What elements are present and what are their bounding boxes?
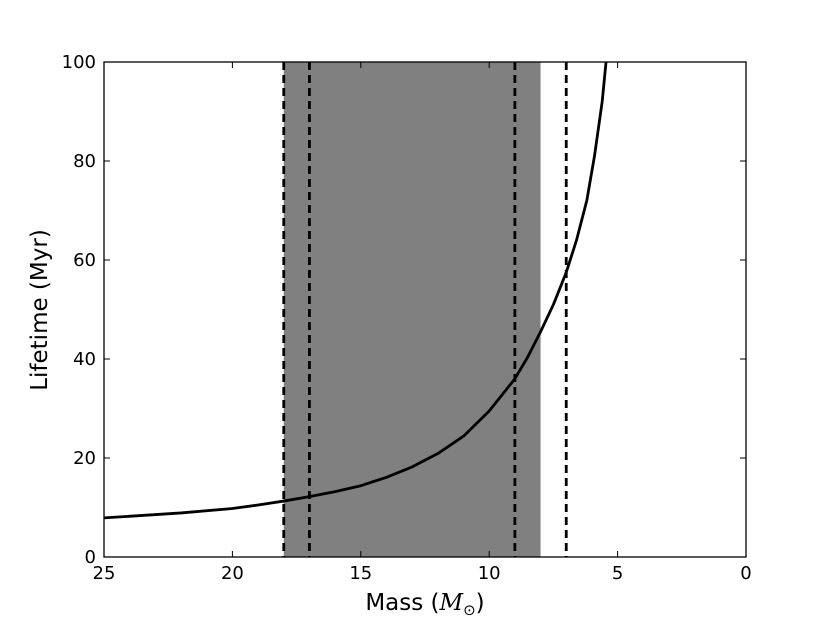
x-axis-label-subscript: ⊙ [463, 601, 476, 619]
x-axis-label-symbol: M [439, 590, 465, 616]
plot-frame [103, 61, 747, 558]
x-tick-label: 10 [478, 563, 501, 584]
plot-area [104, 62, 608, 557]
x-tick-label: 20 [221, 563, 244, 584]
y-tick-label: 80 [73, 151, 96, 172]
y-axis-label: Lifetime (Myr) [27, 229, 53, 391]
plot-content [104, 62, 608, 557]
y-tick-label: 40 [73, 349, 96, 370]
y-tick-label: 100 [62, 52, 96, 73]
x-axis-label: Mass (M⊙) [365, 590, 484, 619]
y-tick-label: 60 [73, 250, 96, 271]
lifetime-curve [104, 62, 608, 520]
x-axis-label-text: Mass ( [365, 590, 439, 616]
y-tick-label: 0 [85, 547, 96, 568]
x-tick-label: 0 [740, 563, 751, 584]
x-tick-label: 25 [93, 563, 116, 584]
axes: 25 20 15 10 5 0 0 20 40 60 80 100 [62, 52, 752, 584]
shaded-mass-range [283, 62, 541, 557]
x-tick-label: 5 [612, 563, 623, 584]
x-axis-label-close: ) [476, 590, 485, 616]
x-tick-label: 15 [349, 563, 372, 584]
y-tick-label: 20 [73, 448, 96, 469]
